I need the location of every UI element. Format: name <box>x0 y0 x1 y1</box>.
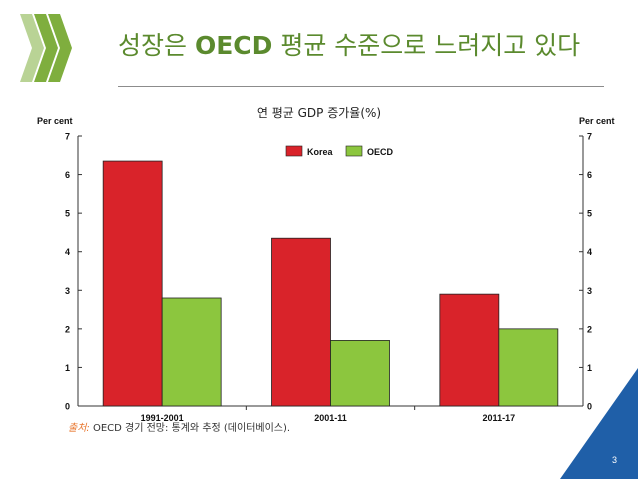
y-tick-label-left: 3 <box>65 286 70 296</box>
legend-label-oecd: OECD <box>367 147 394 157</box>
y-tick-label-left: 4 <box>65 247 70 257</box>
bar-korea <box>102 160 163 407</box>
slide-title-part2: 평균 수준으로 느려지고 있다 <box>272 31 581 60</box>
oecd-logo <box>20 14 72 82</box>
bar-oecd <box>161 297 222 407</box>
y-tick-label-left: 6 <box>65 170 70 180</box>
y-tick-label-left: 2 <box>65 324 70 334</box>
slide-title-bold: OECD <box>194 31 273 60</box>
legend-label-korea: Korea <box>307 147 334 157</box>
y-tick-label-left: 7 <box>65 132 70 142</box>
title-divider <box>118 86 604 87</box>
y-tick-label-right: 0 <box>587 402 592 412</box>
source-label: 출처: <box>68 423 90 434</box>
x-tick-label: 1991-2001 <box>141 413 184 423</box>
source-note: 출처: OECD 경기 전망: 통계와 추정 (데이터베이스). <box>68 419 290 434</box>
source-text: OECD 경기 전망: 통계와 추정 (데이터베이스). <box>89 423 291 434</box>
slide-title: 성장은 OECD 평균 수준으로 느려지고 있다 <box>118 26 580 62</box>
legend-swatch-oecd <box>345 145 363 157</box>
logo-stripe <box>48 14 72 82</box>
y-tick-label-right: 6 <box>587 170 592 180</box>
y-tick-label-left: 5 <box>65 209 70 219</box>
y-tick-label-right: 1 <box>587 363 592 373</box>
chart-title: 연 평균 GDP 증가율(%) <box>257 106 381 120</box>
y-tick-label-right: 5 <box>587 209 592 219</box>
y-axis-label-right: Per cent <box>579 116 615 126</box>
bar-korea <box>271 237 331 407</box>
bar-oecd <box>498 328 559 407</box>
slide-title-part1: 성장은 <box>118 31 195 60</box>
bar-oecd <box>330 340 390 407</box>
logo-stripe <box>20 14 44 82</box>
y-tick-label-left: 0 <box>65 402 70 412</box>
y-tick-label-left: 1 <box>65 363 70 373</box>
bar-korea <box>439 293 500 407</box>
page-number: 3 <box>612 455 618 465</box>
y-tick-label-right: 7 <box>587 132 592 142</box>
logo-stripe <box>34 14 58 82</box>
y-tick-label-right: 2 <box>587 324 592 334</box>
legend-swatch-korea <box>285 145 303 157</box>
x-tick-label: 2001-11 <box>314 413 347 423</box>
y-tick-label-right: 3 <box>587 286 592 296</box>
x-tick-label: 2011-17 <box>483 413 516 423</box>
y-axis-label-left: Per cent <box>37 116 73 126</box>
y-tick-label-right: 4 <box>587 247 592 257</box>
